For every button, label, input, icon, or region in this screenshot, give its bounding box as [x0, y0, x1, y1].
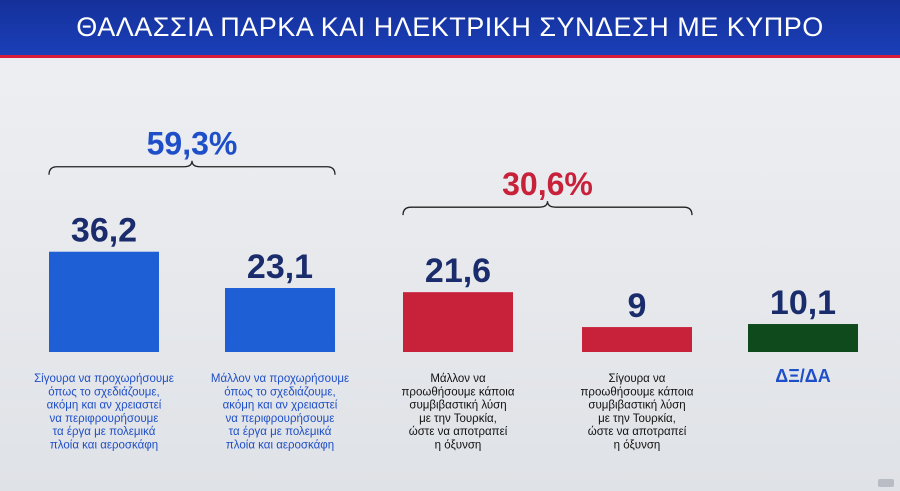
category-label: να περιφρουρήσουμε	[50, 413, 159, 425]
bar	[403, 292, 513, 352]
category-label: Σίγουρα να προχωρήσουμε	[34, 373, 174, 385]
category-label: ώστε να αποτραπεί	[588, 426, 687, 438]
corner-mark	[878, 479, 894, 487]
group-total-label: 30,6%	[502, 166, 593, 202]
bar	[748, 324, 858, 352]
bar	[225, 288, 335, 352]
group-brace	[48, 160, 336, 175]
category-label: προωθήσουμε κάποια	[580, 386, 693, 398]
bar	[582, 327, 692, 352]
bar-value-label: 21,6	[425, 252, 491, 290]
category-label: με την Τουρκία,	[419, 413, 497, 425]
category-label: ώστε να αποτραπεί	[409, 426, 508, 438]
category-label: ΔΞ/ΔΑ	[775, 366, 830, 386]
title-bar: ΘΑΛΑΣΣΙΑ ΠΑΡΚΑ ΚΑΙ ΗΛΕΚΤΡΙΚΗ ΣΥΝΔΕΣΗ ΜΕ …	[0, 0, 900, 58]
bar-value-label: 10,1	[770, 284, 836, 322]
bar-value-label: 9	[628, 287, 647, 325]
bar-value-label: 36,2	[71, 212, 137, 250]
category-label: τα έργα με πολεμικά	[229, 426, 332, 438]
category-label: συμβιβαστική λύση	[588, 400, 685, 412]
bar-value-label: 23,1	[247, 248, 313, 286]
category-label: με την Τουρκία,	[598, 413, 676, 425]
category-label: ακόμη και αν χρειαστεί	[47, 400, 162, 412]
category-label: η όξυνση	[614, 440, 661, 452]
category-label: πλοία και αεροσκάφη	[226, 440, 334, 452]
bar	[49, 251, 159, 352]
bar-chart: 36,2 Σίγουρα να προχωρήσουμε όπως το σχεδι…	[0, 58, 900, 491]
category-label: όπως το σχεδιάζουμε,	[48, 386, 160, 398]
group-brace	[402, 201, 693, 216]
category-label: τα έργα με πολεμικά	[53, 426, 156, 438]
page-title: ΘΑΛΑΣΣΙΑ ΠΑΡΚΑ ΚΑΙ ΗΛΕΚΤΡΙΚΗ ΣΥΝΔΕΣΗ ΜΕ …	[76, 12, 824, 42]
category-label: όπως το σχεδιάζουμε,	[224, 386, 336, 398]
category-label: ακόμη και αν χρειαστεί	[223, 400, 338, 412]
category-label: Μάλλον να προχωρήσουμε	[211, 373, 349, 385]
category-label: Σίγουρα να	[609, 373, 666, 385]
category-label: να περιφρουρήσουμε	[226, 413, 335, 425]
category-label: συμβιβαστική λύση	[409, 400, 506, 412]
category-label: Μάλλον να	[430, 373, 486, 385]
category-label: πλοία και αεροσκάφη	[50, 440, 158, 452]
category-label: η όξυνση	[435, 440, 482, 452]
group-total-label: 59,3%	[147, 126, 238, 162]
category-label: προωθήσουμε κάποια	[401, 386, 514, 398]
